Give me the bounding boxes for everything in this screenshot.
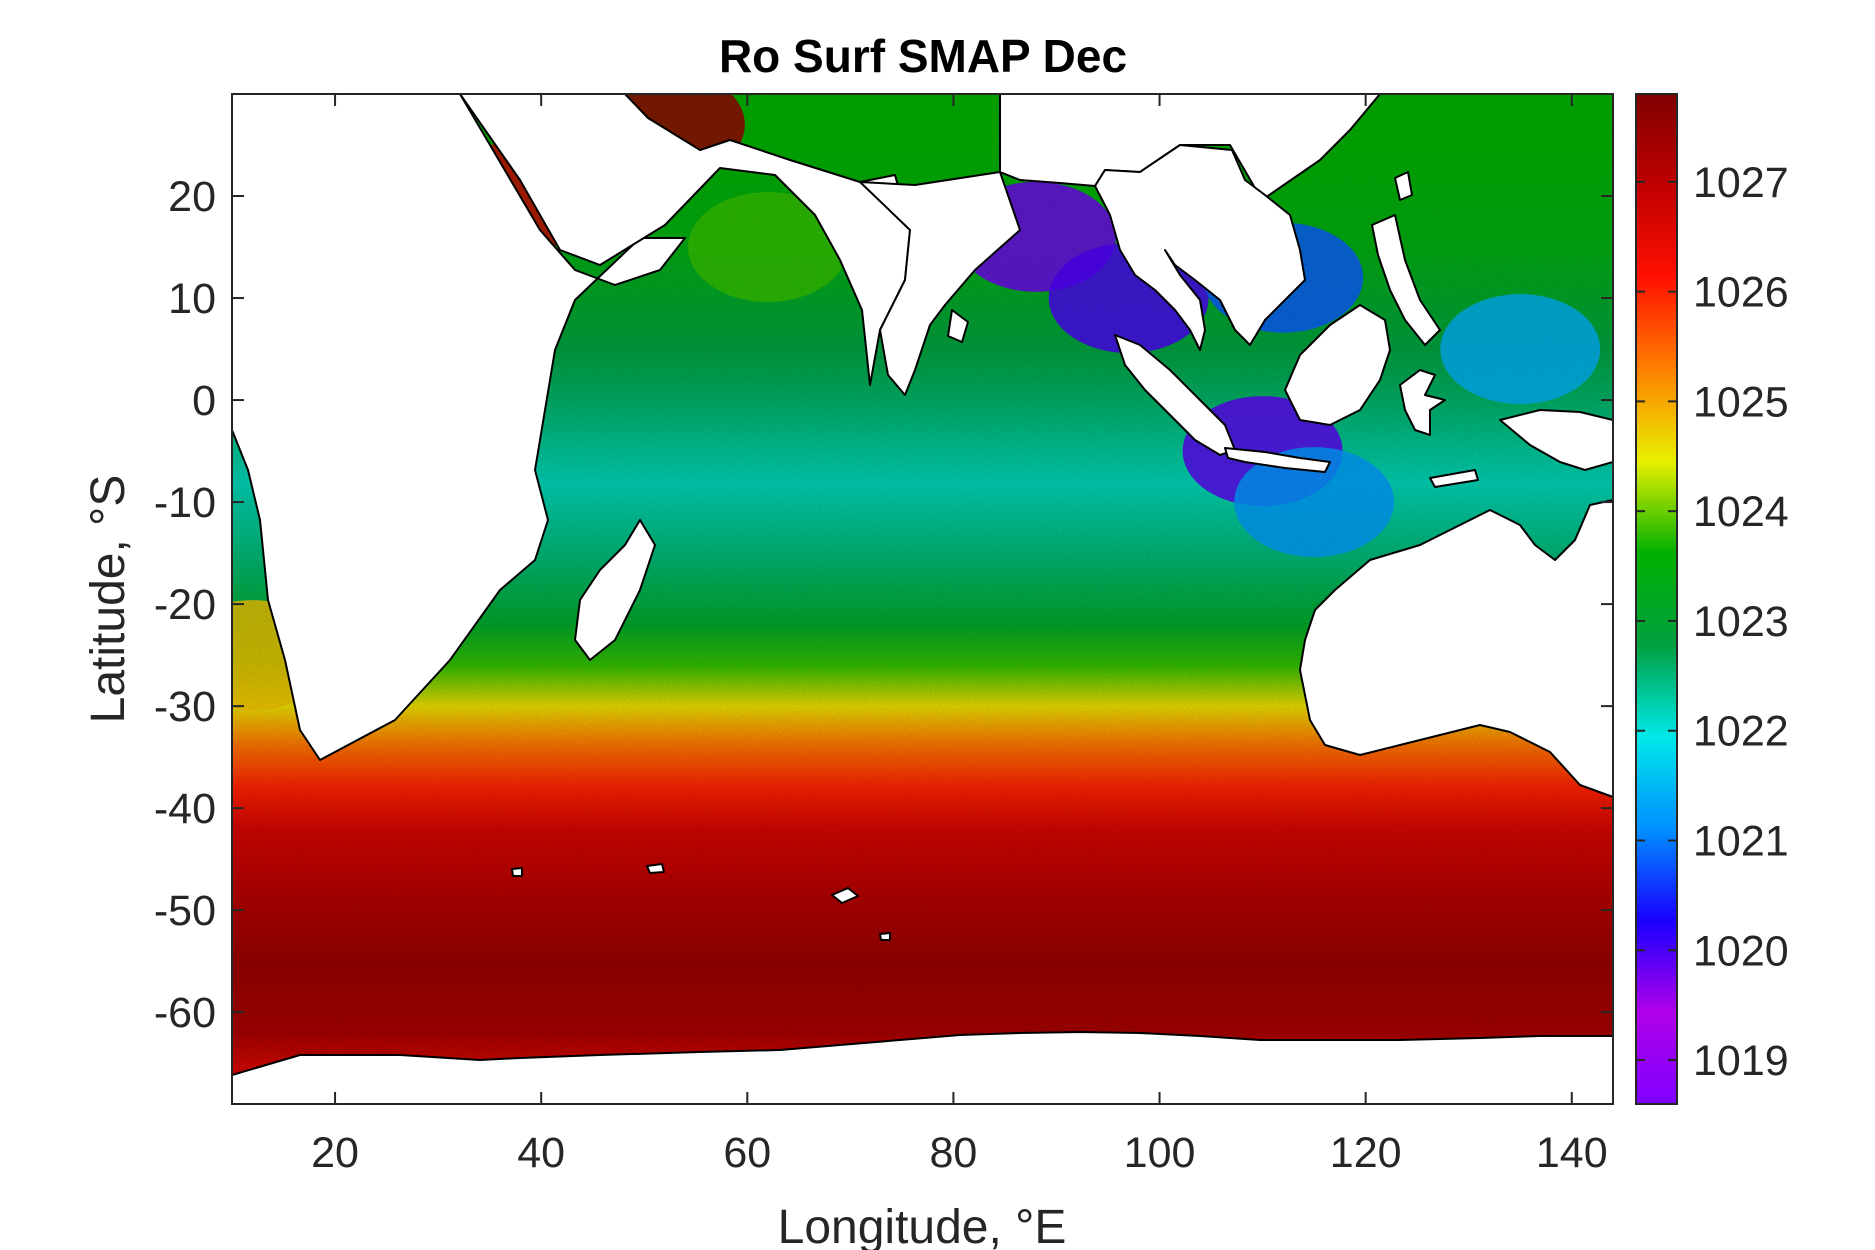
y-axis-ticks: 20 10 0 -10 -20 -30 -40 -50 -60 [154,173,1613,1037]
y-tick-label: 0 [192,377,216,425]
heard-island [879,932,891,941]
timor-land [1429,469,1479,488]
x-axis-label: Longitude, °E [778,1201,1067,1250]
land-masses [232,94,1613,1104]
new-guinea-land [1499,409,1613,471]
madagascar-land [574,519,656,661]
africa-land [232,94,686,761]
x-tick-label: 100 [1124,1129,1196,1177]
asia-land [999,94,1381,201]
colorbar-tick-label: 1026 [1693,269,1789,317]
australia-land [1299,499,1613,798]
chart-title: Ro Surf SMAP Dec [719,30,1127,82]
x-tick-label: 20 [311,1129,359,1177]
taiwan-land [1394,171,1413,201]
prince-edward-island [511,867,523,877]
x-tick-label: 140 [1536,1129,1608,1177]
crozet-island [646,863,665,874]
plot-frame [231,93,1614,1105]
x-tick-label: 80 [929,1129,977,1177]
colorbar-tick-label: 1020 [1693,927,1789,975]
y-tick-label: -40 [154,785,216,833]
colorbar-tick-label: 1025 [1693,378,1789,426]
sri-lanka-land [947,309,969,343]
philippines-land [1371,214,1441,346]
colorbar-ticks: 1027 1026 1025 1024 1023 1022 1021 1020 1019 [1636,159,1789,1085]
colorbar-tick-label: 1024 [1693,488,1789,536]
y-tick-label: -10 [154,479,216,527]
x-axis-ticks: 20 40 60 80 100 120 140 [311,94,1608,1177]
y-tick-label: -60 [154,989,216,1037]
indochina-land [1094,144,1306,351]
axes [231,93,1614,1105]
kerguelen-island [831,887,859,904]
arabia-land [459,94,911,386]
sulawesi-land [1399,369,1446,436]
colorbar-scale [1635,93,1678,1105]
y-tick-label: -30 [154,683,216,731]
y-tick-label: 20 [168,173,216,221]
plot-area [232,94,1613,1104]
x-tick-label: 40 [517,1129,565,1177]
y-tick-label: -50 [154,887,216,935]
colorbar-tick-label: 1023 [1693,598,1789,646]
borneo-land [1284,304,1391,426]
india-land [859,171,1021,396]
java-land [1224,447,1331,473]
colorbar-tick-label: 1022 [1693,708,1789,756]
y-axis-label: Latitude, °S [82,475,135,724]
y-tick-label: 10 [168,275,216,323]
y-tick-label: -20 [154,581,216,629]
antarctica-land [232,1031,1613,1104]
colorbar-tick-label: 1019 [1693,1037,1789,1085]
colorbar-tick-label: 1021 [1693,818,1789,866]
colorbar: 1027 1026 1025 1024 1023 1022 1021 1020 1019 [1635,93,1789,1105]
x-tick-label: 120 [1330,1129,1402,1177]
x-tick-label: 60 [723,1129,771,1177]
colorbar-tick-label: 1027 [1693,159,1789,207]
